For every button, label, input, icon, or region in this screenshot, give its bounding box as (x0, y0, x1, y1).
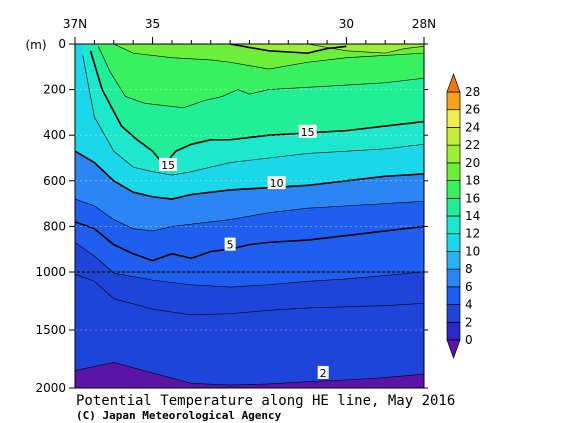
isotherm-7 (75, 198, 424, 232)
colorbar-segment (446, 286, 461, 305)
isotherm-label-bg (267, 176, 286, 190)
colorbar-segment (446, 197, 461, 217)
isotherm-labels: 15 15 10 5 2 (159, 124, 329, 380)
colorbar-segment (446, 109, 461, 128)
y-tick-label: 1000 (35, 265, 66, 279)
colorbar-label: 6 (465, 280, 473, 294)
credit-text: (C) Japan Meteorological Agency (76, 409, 282, 422)
colorbar-label: 26 (465, 103, 480, 117)
isotherm-label-bg (298, 124, 317, 138)
y-tick-label: 2000 (35, 381, 66, 395)
isotherm-20 (229, 44, 347, 54)
isotherm-21 (307, 44, 424, 54)
chart-title: Potential Temperature along HE line, May… (76, 393, 455, 409)
temperature-band-20 (230, 44, 347, 54)
x-tick-label: 35 (145, 17, 160, 31)
colorbar-top-arrow (446, 72, 461, 93)
x-tick-label: 28N (412, 17, 436, 31)
x-tick-label: 30 (339, 17, 354, 31)
temperature-bands (75, 44, 424, 386)
colorbar-label: 14 (465, 209, 480, 223)
isotherm-label: 2 (320, 367, 327, 380)
isotherm-label: 15 (161, 159, 175, 172)
colorbar-segment (446, 144, 461, 164)
colorbar-segment (446, 251, 461, 270)
y-tick-label: 600 (43, 174, 66, 188)
isotherm-label-bg (317, 365, 329, 379)
colorbar-segment (446, 180, 461, 199)
isotherm-label: 10 (270, 177, 284, 190)
colorbar-bottom-arrow (446, 339, 461, 360)
isotherm-label: 15 (301, 126, 315, 139)
isotherm-lines (75, 44, 424, 386)
x-tick-label: 37N (63, 17, 87, 31)
colorbar-segment (446, 162, 461, 181)
y-tick-label: 400 (43, 128, 66, 142)
y-tick-label: 200 (43, 83, 66, 97)
colorbar-label: 28 (465, 85, 480, 99)
colorbar-label: 22 (465, 138, 480, 152)
isotherm-label-bg (224, 237, 236, 251)
isotherm-2 (75, 362, 424, 386)
colorbar-label: 10 (465, 244, 480, 258)
temperature-band-17 (98, 44, 424, 108)
colorbar-label: 12 (465, 227, 480, 241)
colorbar-segment (446, 215, 461, 235)
colorbar-label: 18 (465, 174, 480, 188)
isotherm-4 (75, 242, 424, 288)
isotherm-label: 5 (227, 239, 234, 252)
isotherm-12 (82, 55, 424, 176)
y-tick-label: 1500 (35, 323, 66, 337)
isotherm-10 (75, 150, 424, 200)
y-tick-label: 0 (58, 37, 66, 51)
y-axis: 0 200 400 600 800 1000 1500 2000 (35, 37, 428, 395)
isotherm-15 (89, 50, 424, 167)
colorbar-label: 8 (465, 262, 473, 276)
colorbar-label: 2 (465, 315, 473, 329)
x-axis: 37N 35 30 28N (63, 17, 436, 44)
colorbar-segment (446, 304, 461, 323)
isotherm-3 (75, 274, 424, 316)
colorbar-label: 20 (465, 156, 480, 170)
isotherm-label-bg (159, 157, 178, 171)
y-tick-label: 800 (43, 219, 66, 233)
colorbar-segment (446, 321, 461, 341)
y-axis-unit-label: (m) (25, 38, 46, 52)
colorbar-segment (446, 91, 461, 111)
plot-area (75, 44, 424, 388)
isotherm-17 (97, 46, 424, 109)
colorbar-label: 0 (465, 333, 473, 347)
colorbar-label: 24 (465, 120, 480, 134)
isotherm-19 (113, 44, 424, 70)
colorbar-label: 16 (465, 191, 480, 205)
isotherm-5 (75, 221, 424, 262)
colorbar-label: 4 (465, 298, 473, 312)
colorbar-segment (446, 268, 461, 288)
colorbar-segment (446, 127, 461, 146)
colorbar-segment (446, 233, 461, 252)
